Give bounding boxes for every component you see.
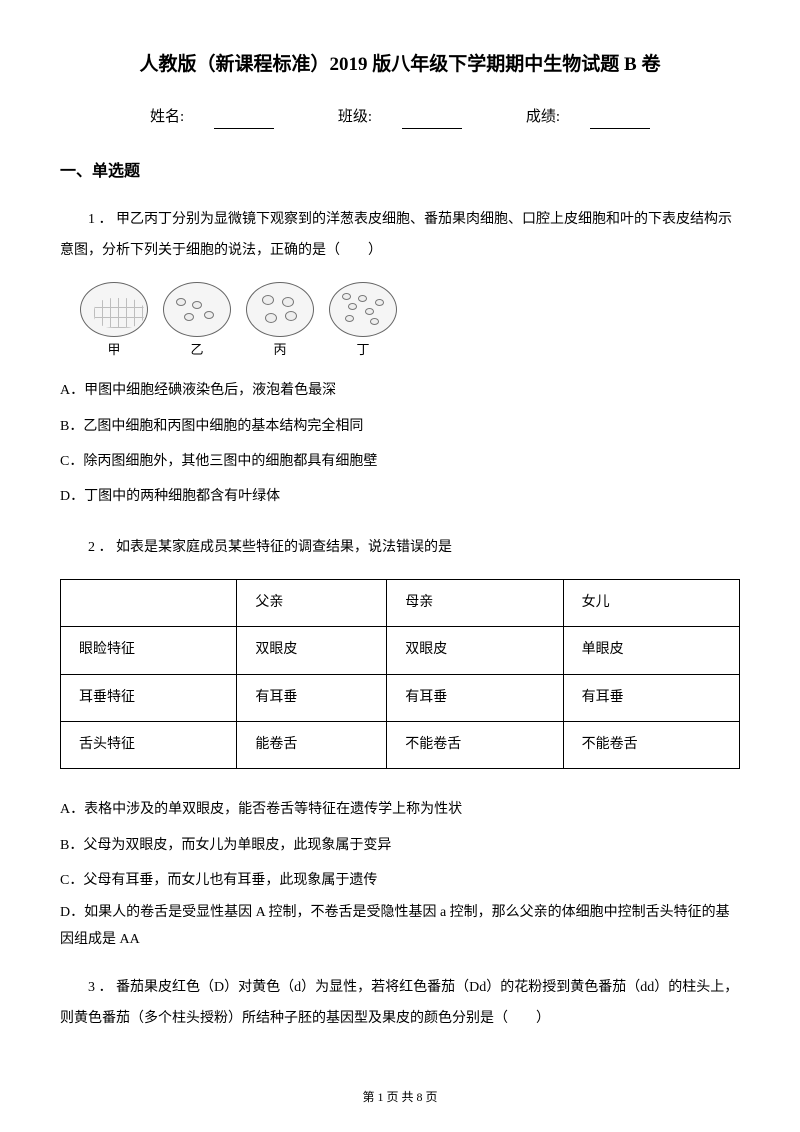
trait-table: 父亲 母亲 女儿 眼睑特征 双眼皮 双眼皮 单眼皮 耳垂特征 有耳垂 有耳垂 有…: [60, 579, 740, 770]
q1-option-b: B．乙图中细胞和丙图中细胞的基本结构完全相同: [60, 411, 740, 443]
table-cell: 单眼皮: [563, 627, 739, 674]
cell-image-3: [246, 282, 314, 337]
score-field: 成绩:: [511, 105, 665, 129]
question-1: 1 ． 甲乙丙丁分别为显微镜下观察到的洋葱表皮细胞、番茄果肉细胞、口腔上皮细胞和…: [60, 205, 740, 513]
q2-text: 2 ． 如表是某家庭成员某些特征的调查结果，说法错误的是: [60, 533, 740, 564]
cell-image-2: [163, 282, 231, 337]
table-cell: 有耳垂: [387, 674, 563, 721]
table-cell: 眼睑特征: [61, 627, 237, 674]
table-cell: 有耳垂: [237, 674, 387, 721]
q2-option-c: C．父母有耳垂，而女儿也有耳垂，此现象属于遗传: [60, 865, 740, 897]
cell-diagram: 甲 乙 丙: [80, 282, 740, 361]
info-line: 姓名: 班级: 成绩:: [60, 105, 740, 129]
table-cell: 双眼皮: [237, 627, 387, 674]
table-cell: 能卷舌: [237, 722, 387, 769]
table-cell: 有耳垂: [563, 674, 739, 721]
table-row: 父亲 母亲 女儿: [61, 579, 740, 626]
table-cell: 耳垂特征: [61, 674, 237, 721]
q2-option-d: D．如果人的卷舌是受显性基因 A 控制，不卷舌是受隐性基因 a 控制，那么父亲的…: [60, 900, 740, 953]
table-row: 舌头特征 能卷舌 不能卷舌 不能卷舌: [61, 722, 740, 769]
table-cell: 女儿: [563, 579, 739, 626]
table-cell: 母亲: [387, 579, 563, 626]
question-2: 2 ． 如表是某家庭成员某些特征的调查结果，说法错误的是 父亲 母亲 女儿 眼睑…: [60, 533, 740, 953]
cell-label-4: 丁: [356, 340, 369, 361]
q1-option-a: A．甲图中细胞经碘液染色后，液泡着色最深: [60, 375, 740, 407]
q2-option-a: A．表格中涉及的单双眼皮，能否卷舌等特征在遗传学上称为性状: [60, 794, 740, 826]
q1-text: 1 ． 甲乙丙丁分别为显微镜下观察到的洋葱表皮细胞、番茄果肉细胞、口腔上皮细胞和…: [60, 205, 740, 267]
q3-text: 3 ． 番茄果皮红色（D）对黄色（d）为显性，若将红色番茄（Dd）的花粉授到黄色…: [60, 973, 740, 1035]
page-footer: 第 1 页 共 8 页: [0, 1088, 800, 1107]
class-field: 班级:: [323, 105, 477, 129]
question-3: 3 ． 番茄果皮红色（D）对黄色（d）为显性，若将红色番茄（Dd）的花粉授到黄色…: [60, 973, 740, 1035]
table-cell: 不能卷舌: [563, 722, 739, 769]
section-title: 一、单选题: [60, 159, 740, 185]
name-field: 姓名:: [135, 105, 289, 129]
table-cell: 舌头特征: [61, 722, 237, 769]
cell-label-3: 丙: [273, 340, 286, 361]
table-cell: 不能卷舌: [387, 722, 563, 769]
q2-option-b: B．父母为双眼皮，而女儿为单眼皮，此现象属于变异: [60, 830, 740, 862]
cell-label-1: 甲: [107, 340, 120, 361]
page-title: 人教版（新课程标准）2019 版八年级下学期期中生物试题 B 卷: [60, 50, 740, 80]
table-cell: [61, 579, 237, 626]
table-cell: 父亲: [237, 579, 387, 626]
cell-label-2: 乙: [190, 340, 203, 361]
cell-image-4: [329, 282, 397, 337]
table-cell: 双眼皮: [387, 627, 563, 674]
table-row: 眼睑特征 双眼皮 双眼皮 单眼皮: [61, 627, 740, 674]
table-row: 耳垂特征 有耳垂 有耳垂 有耳垂: [61, 674, 740, 721]
q1-option-d: D．丁图中的两种细胞都含有叶绿体: [60, 481, 740, 513]
cell-image-1: [80, 282, 148, 337]
q1-option-c: C．除丙图细胞外，其他三图中的细胞都具有细胞壁: [60, 446, 740, 478]
